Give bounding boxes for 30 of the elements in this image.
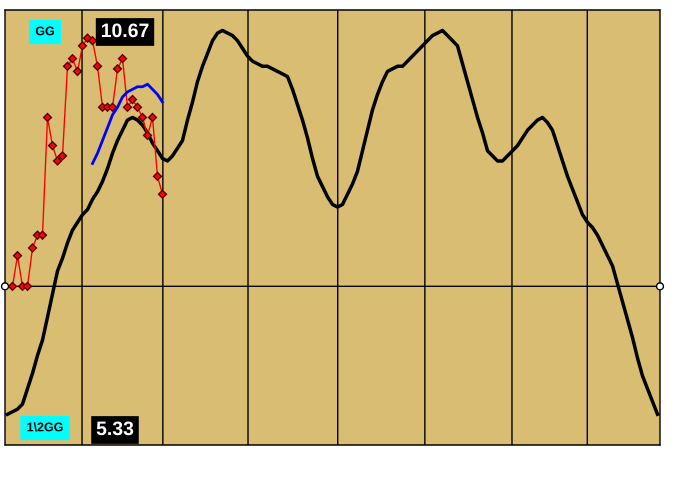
point: [138, 112, 148, 122]
point: [112, 64, 122, 74]
point: [8, 282, 18, 291]
point: [28, 243, 38, 253]
point: [158, 190, 168, 199]
point: [48, 140, 58, 150]
point: [128, 94, 138, 104]
point: [12, 251, 22, 260]
point: [22, 282, 32, 291]
point: [72, 66, 82, 76]
point: [122, 102, 132, 112]
point: [148, 112, 158, 122]
point: [38, 230, 48, 240]
point: [68, 54, 78, 64]
point: [78, 41, 88, 50]
point: [42, 112, 52, 122]
annotation: 10.67: [102, 23, 148, 38]
point: [132, 102, 142, 112]
text: 1\2GG: [27, 422, 63, 432]
text: 5.33: [96, 421, 134, 436]
point: [88, 36, 98, 46]
point: [62, 62, 72, 71]
point: [52, 156, 62, 166]
annotation: GG: [36, 26, 54, 36]
point: [58, 151, 68, 160]
point: [142, 130, 152, 140]
point: [152, 172, 162, 181]
point: [118, 54, 128, 64]
point: [108, 102, 118, 112]
point: [92, 62, 102, 71]
